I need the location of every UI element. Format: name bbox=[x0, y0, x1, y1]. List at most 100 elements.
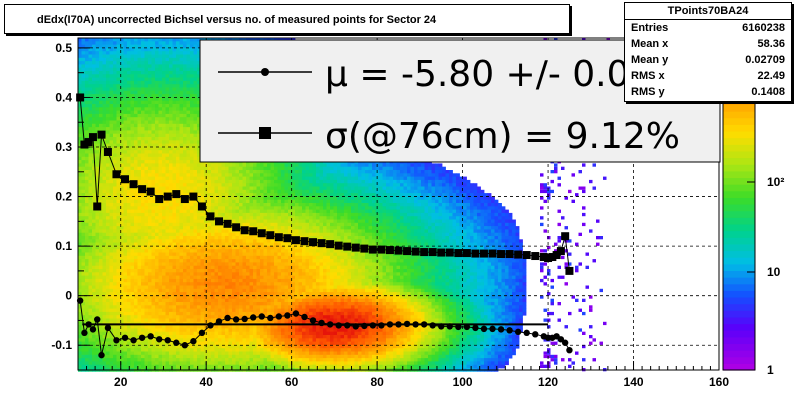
heatmap-cell bbox=[158, 179, 163, 184]
heatmap-cell bbox=[88, 150, 93, 154]
heatmap-cell bbox=[183, 358, 187, 362]
heatmap-cell bbox=[127, 137, 131, 141]
heatmap-cell bbox=[127, 325, 131, 329]
heatmap-cell bbox=[225, 344, 229, 349]
heatmap-cell bbox=[78, 212, 82, 217]
heatmap-cell bbox=[95, 226, 100, 230]
heatmap-cell bbox=[235, 189, 240, 194]
heatmap-cell bbox=[88, 127, 93, 131]
heatmap-cell bbox=[106, 199, 110, 204]
heatmap-cell bbox=[172, 97, 177, 102]
heatmap-cell bbox=[190, 133, 194, 138]
heatmap-cell bbox=[130, 160, 135, 164]
heatmap-cell bbox=[225, 186, 229, 191]
heatmap-cell bbox=[123, 127, 128, 131]
heatmap-cell bbox=[193, 117, 198, 121]
heatmap-cell bbox=[123, 71, 128, 75]
heatmap-cell bbox=[109, 107, 114, 111]
heatmap-cell bbox=[172, 173, 177, 177]
heatmap-cell bbox=[109, 265, 114, 270]
heatmap-cell bbox=[172, 272, 177, 276]
heatmap-cell bbox=[221, 212, 226, 217]
heatmap-cell bbox=[88, 120, 93, 125]
heatmap-cell bbox=[120, 315, 124, 319]
heatmap-cell bbox=[197, 170, 201, 174]
heatmap-cell bbox=[200, 249, 205, 253]
heatmap-cell bbox=[169, 344, 173, 349]
heatmap-cell bbox=[99, 209, 103, 214]
heatmap-cell bbox=[134, 173, 138, 177]
heatmap-cell bbox=[186, 47, 191, 52]
heatmap-cell bbox=[88, 295, 93, 300]
heatmap-cell bbox=[211, 259, 215, 263]
heatmap-cell bbox=[162, 298, 166, 303]
heatmap-cell bbox=[113, 245, 117, 250]
heatmap-cell bbox=[116, 219, 121, 224]
heatmap-cell bbox=[239, 341, 243, 346]
heatmap-cell bbox=[228, 344, 233, 349]
heatmap-cell bbox=[78, 344, 82, 349]
heatmap-cell bbox=[95, 278, 100, 283]
heatmap-cell bbox=[200, 242, 205, 247]
heatmap-cell bbox=[155, 38, 159, 42]
heatmap-cell bbox=[225, 176, 229, 181]
heatmap-cell bbox=[225, 179, 229, 184]
heatmap-cell bbox=[204, 203, 208, 207]
heatmap-cell bbox=[214, 358, 219, 362]
heatmap-cell bbox=[183, 127, 187, 131]
heatmap-cell bbox=[225, 298, 229, 303]
heatmap-cell bbox=[207, 308, 212, 313]
heatmap-cell bbox=[211, 252, 215, 257]
heatmap-cell bbox=[204, 311, 208, 316]
heatmap-cell bbox=[246, 331, 250, 336]
heatmap-cell bbox=[193, 203, 198, 207]
heatmap-cell bbox=[120, 216, 124, 220]
heatmap-cell bbox=[92, 242, 96, 247]
heatmap-cell bbox=[141, 292, 145, 296]
heatmap-cell bbox=[221, 166, 226, 171]
heatmap-cell bbox=[190, 302, 194, 306]
heatmap-cell bbox=[141, 183, 145, 187]
heatmap-cell bbox=[172, 146, 177, 151]
heatmap-cell bbox=[242, 232, 247, 237]
heatmap-cell bbox=[99, 120, 103, 125]
heatmap-cell bbox=[102, 315, 107, 319]
heatmap-cell bbox=[141, 242, 145, 247]
heatmap-cell bbox=[186, 315, 191, 319]
heatmap-cell bbox=[165, 166, 170, 171]
heatmap-cell bbox=[197, 87, 201, 92]
heatmap-cell bbox=[113, 236, 117, 240]
heatmap-cell bbox=[169, 77, 173, 82]
heatmap-cell bbox=[151, 117, 156, 121]
heatmap-cell bbox=[81, 113, 86, 118]
heatmap-cell bbox=[242, 242, 247, 247]
heatmap-cell bbox=[151, 282, 156, 286]
heatmap-cell bbox=[120, 77, 124, 82]
heatmap-cell bbox=[239, 216, 243, 220]
heatmap-cell bbox=[169, 90, 173, 95]
heatmap-cell bbox=[78, 176, 82, 181]
heatmap-cell bbox=[127, 222, 131, 227]
heatmap-cell bbox=[120, 150, 124, 154]
heatmap-cell bbox=[148, 222, 152, 227]
heatmap-cell bbox=[155, 186, 159, 191]
heatmap-cell bbox=[88, 123, 93, 128]
heatmap-cell bbox=[169, 308, 173, 313]
heatmap-cell bbox=[176, 74, 180, 78]
heatmap-cell bbox=[102, 239, 107, 243]
heatmap-cell bbox=[120, 133, 124, 138]
heatmap-cell bbox=[109, 64, 114, 69]
heatmap-cell bbox=[109, 212, 114, 217]
heatmap-cell bbox=[78, 354, 82, 359]
heatmap-cell bbox=[123, 166, 128, 171]
heatmap-cell bbox=[99, 110, 103, 115]
heatmap-cell bbox=[162, 117, 166, 121]
heatmap-cell bbox=[130, 219, 135, 224]
heatmap-cell bbox=[127, 282, 131, 286]
heatmap-cell bbox=[134, 311, 138, 316]
heatmap-cell bbox=[127, 229, 131, 234]
heatmap-cell bbox=[116, 361, 121, 366]
heatmap-cell bbox=[176, 212, 180, 217]
heatmap-cell bbox=[225, 295, 229, 300]
heatmap-cell bbox=[158, 239, 163, 243]
